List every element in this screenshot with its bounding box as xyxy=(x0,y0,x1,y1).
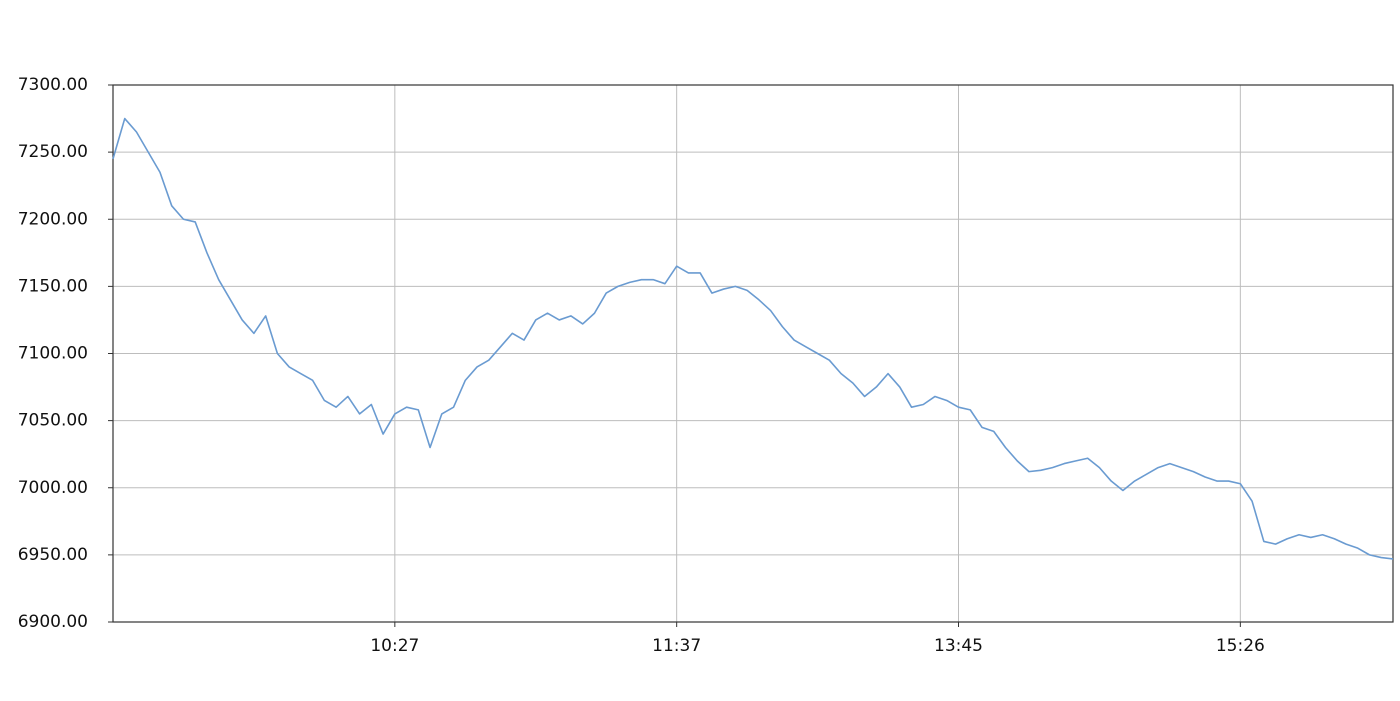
y-tick-label: 7250.00 xyxy=(18,142,88,162)
y-tick-label: 6950.00 xyxy=(18,545,88,565)
y-tick-label: 7000.00 xyxy=(18,478,88,498)
x-tick-label: 10:27 xyxy=(370,636,419,656)
plot-frame xyxy=(112,84,1394,623)
y-tick-label: 7300.00 xyxy=(18,75,88,95)
y-tick-label: 7100.00 xyxy=(18,344,88,364)
y-tick-label: 6900.00 xyxy=(18,612,88,632)
y-tick-label: 7200.00 xyxy=(18,209,88,229)
x-tick-label: 11:37 xyxy=(652,636,701,656)
price-line xyxy=(112,117,1394,560)
x-tick-label: 13:45 xyxy=(934,636,983,656)
x-tick-label: 15:26 xyxy=(1216,636,1265,656)
y-tick-label: 7150.00 xyxy=(18,276,88,296)
y-tick-label: 7050.00 xyxy=(18,411,88,431)
